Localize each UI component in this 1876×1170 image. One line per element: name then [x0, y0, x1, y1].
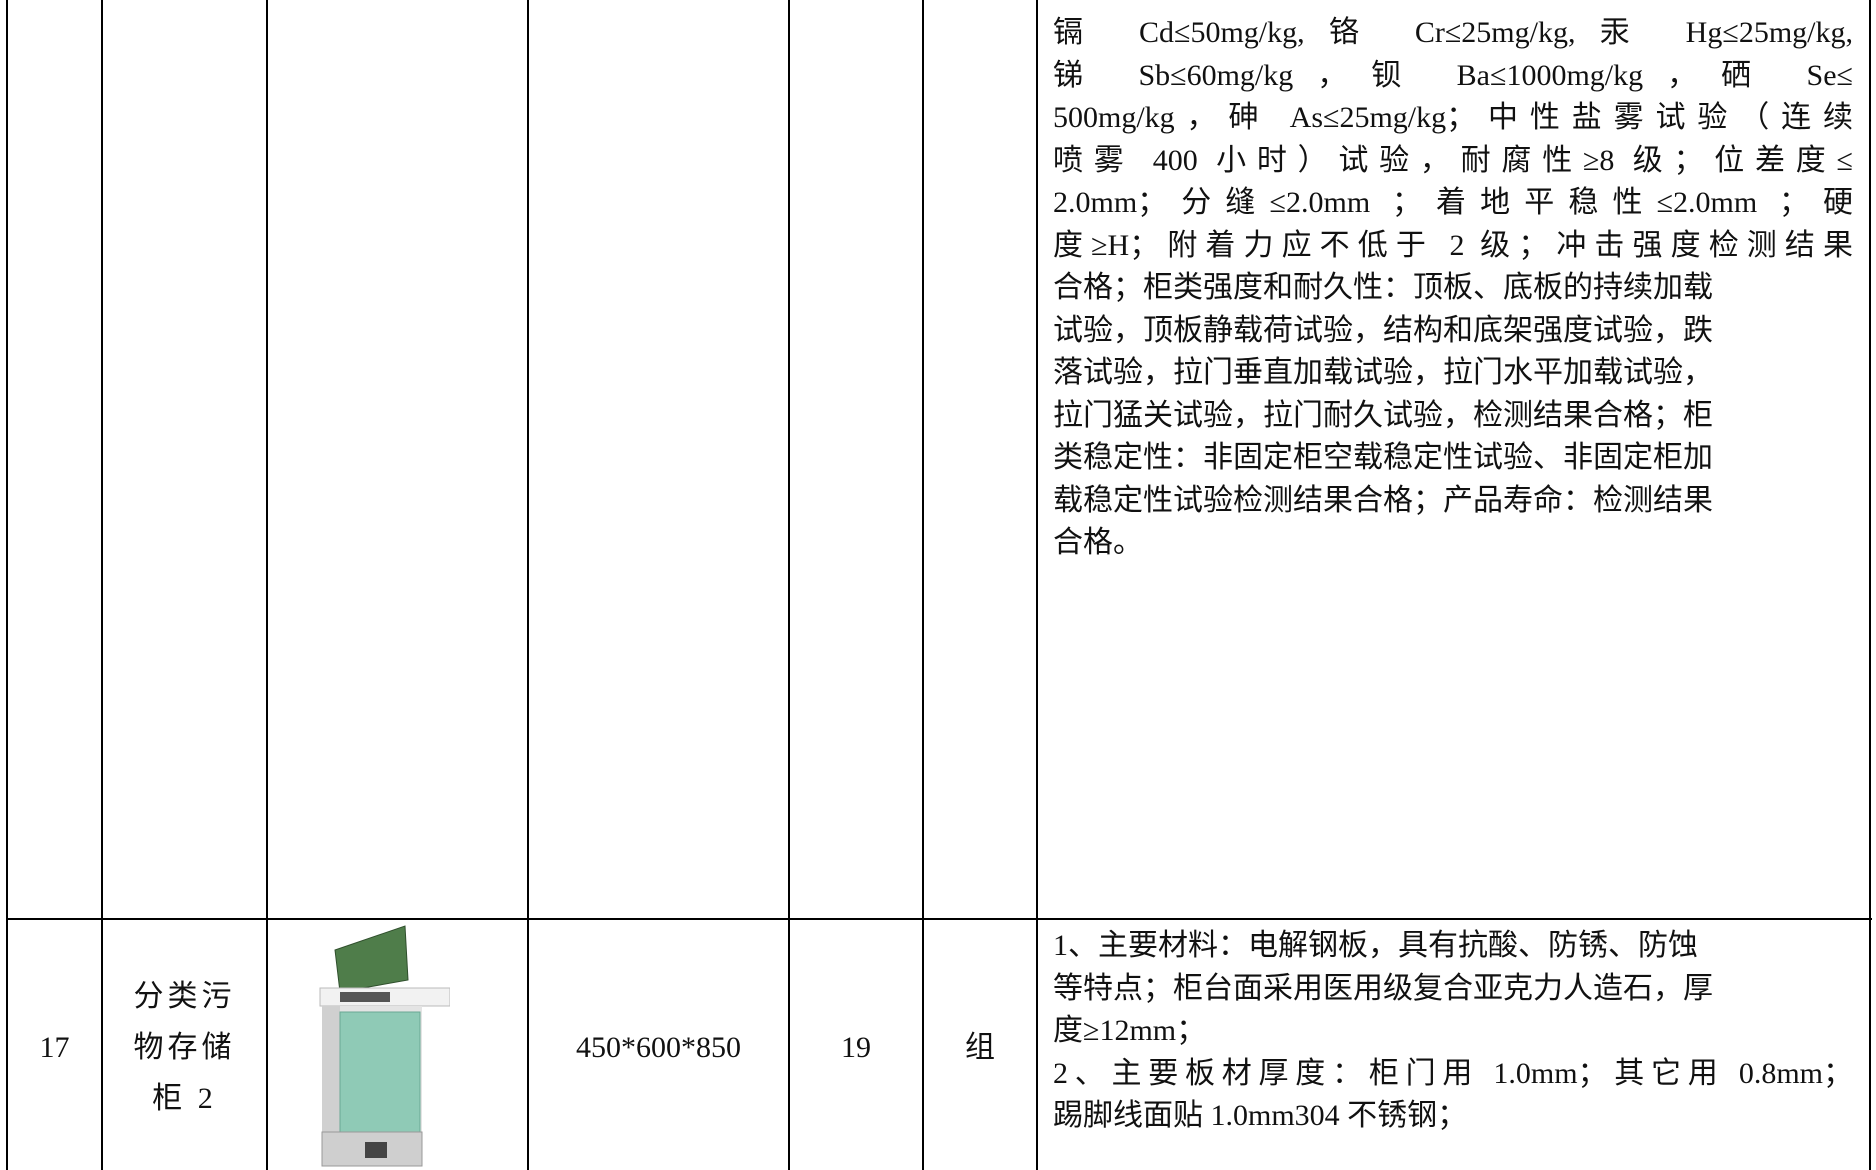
- spec-line: 锑 Sb≤60mg/kg，钡 Ba≤1000mg/kg，硒 Se≤: [1053, 58, 1853, 92]
- border: [527, 0, 529, 1170]
- cell-size: 450*600*850: [576, 1031, 741, 1064]
- spec-line: 类稳定性：非固定柜空载稳定性试验、非固定柜加: [1053, 441, 1713, 474]
- border: [1869, 0, 1871, 1170]
- name-line: 物存储: [133, 1031, 236, 1064]
- spec-line: 载稳定性试验检测结果合格；产品寿命：检测结果: [1053, 483, 1713, 517]
- spec-line: 踢脚线面贴 1.0mm304 不锈钢；: [1053, 1099, 1468, 1132]
- cell-quantity: 19: [841, 1031, 871, 1064]
- cell-number: 17: [39, 1031, 70, 1064]
- border: [788, 0, 790, 1170]
- spec-line: 等特点；柜台面采用医用级复合亚克力人造石，厚: [1053, 971, 1713, 1005]
- spec-line: 镉 Cd≤50mg/kg,铬 Cr≤25mg/kg,汞 Hg≤25mg/kg,: [1053, 16, 1853, 49]
- border: [6, 0, 8, 1170]
- product-image: [319, 925, 450, 1167]
- spec-line: 度≥12mm；: [1053, 1014, 1207, 1047]
- spec-line: 落试验，拉门垂直加载试验，拉门水平加载试验，: [1053, 356, 1713, 389]
- spec-line: 合格；柜类强度和耐久性：顶板、底板的持续加载: [1053, 271, 1713, 304]
- spec-line: 500mg/kg，砷 As≤25mg/kg；中性盐雾试验（连续: [1053, 101, 1853, 134]
- border: [922, 0, 924, 1170]
- spec-line: 喷雾 400 小时）试验，耐腐性≥8 级；位差度≤: [1053, 143, 1853, 177]
- spec-line: 拉门猛关试验，拉门耐久试验，检测结果合格；柜: [1053, 398, 1713, 432]
- cell-unit: 组: [965, 1031, 995, 1064]
- spec-line: 度≥H；附着力应不低于 2 级；冲击强度检测结果: [1053, 228, 1853, 262]
- name-line: 柜 2: [152, 1082, 217, 1115]
- border: [266, 0, 268, 1170]
- spec-line: 2、主要板材厚度：柜门用 1.0mm；其它用 0.8mm；: [1053, 1056, 1853, 1090]
- name-line: 分类污: [133, 980, 236, 1013]
- spec-line: 合格。: [1053, 526, 1143, 559]
- border: [101, 0, 103, 1170]
- row-border: [6, 918, 1872, 920]
- border: [1036, 0, 1038, 1170]
- spec-line: 2.0mm；分缝≤2.0mm ；着地平稳性≤2.0mm ；硬: [1053, 186, 1853, 219]
- spec-line: 1、主要材料：电解钢板，具有抗酸、防锈、防蚀: [1053, 929, 1698, 962]
- spec-line: 试验，顶板静载荷试验，结构和底架强度试验，跌: [1053, 313, 1713, 347]
